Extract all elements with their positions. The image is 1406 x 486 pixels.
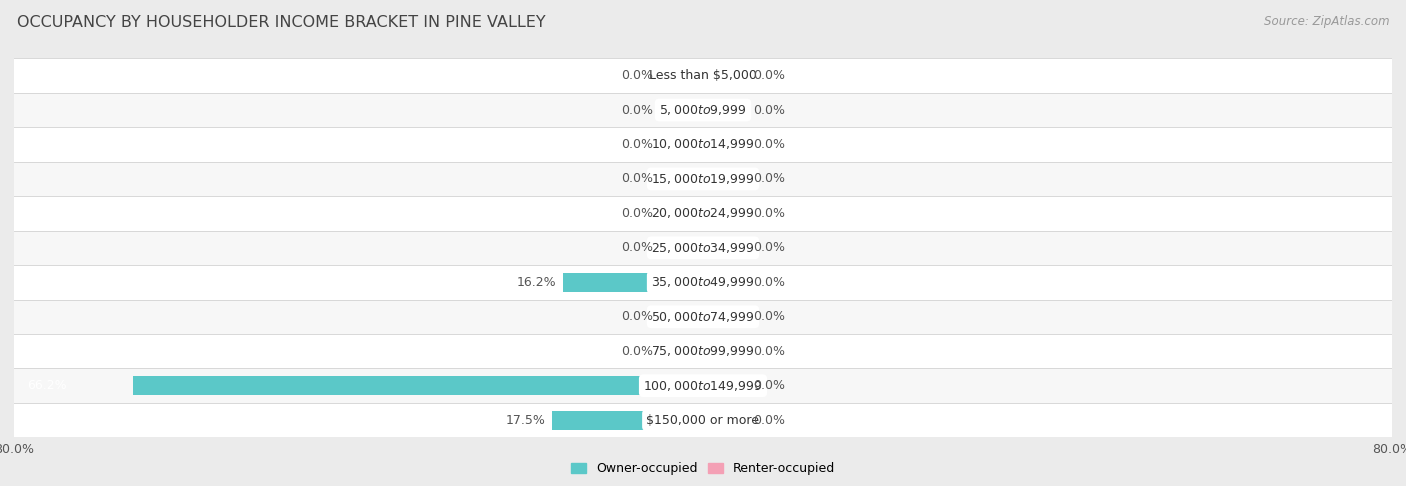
Bar	[703, 101, 747, 120]
Text: 0.0%: 0.0%	[754, 69, 785, 82]
Bar	[659, 342, 703, 361]
Text: 0.0%: 0.0%	[754, 173, 785, 186]
Text: Source: ZipAtlas.com: Source: ZipAtlas.com	[1264, 15, 1389, 28]
Text: 66.2%: 66.2%	[27, 379, 66, 392]
Bar	[659, 204, 703, 223]
Bar	[703, 66, 747, 85]
Bar	[564, 273, 703, 292]
Text: 0.0%: 0.0%	[754, 276, 785, 289]
Bar	[659, 101, 703, 120]
Text: $15,000 to $19,999: $15,000 to $19,999	[651, 172, 755, 186]
Bar	[703, 307, 747, 326]
Text: 0.0%: 0.0%	[754, 379, 785, 392]
Text: $75,000 to $99,999: $75,000 to $99,999	[651, 344, 755, 358]
Bar	[703, 135, 747, 154]
Text: $20,000 to $24,999: $20,000 to $24,999	[651, 207, 755, 220]
FancyBboxPatch shape	[14, 299, 1392, 334]
Bar	[703, 376, 747, 395]
Text: 0.0%: 0.0%	[754, 414, 785, 427]
Text: 0.0%: 0.0%	[621, 173, 652, 186]
Bar	[703, 204, 747, 223]
Text: $50,000 to $74,999: $50,000 to $74,999	[651, 310, 755, 324]
Text: 0.0%: 0.0%	[621, 310, 652, 323]
Bar	[703, 342, 747, 361]
Bar	[659, 307, 703, 326]
Bar	[703, 170, 747, 189]
Bar	[659, 170, 703, 189]
Bar	[703, 411, 747, 430]
FancyBboxPatch shape	[14, 196, 1392, 231]
Text: 0.0%: 0.0%	[621, 69, 652, 82]
Text: 0.0%: 0.0%	[621, 104, 652, 117]
Text: Less than $5,000: Less than $5,000	[650, 69, 756, 82]
Text: 0.0%: 0.0%	[754, 207, 785, 220]
Text: 0.0%: 0.0%	[754, 138, 785, 151]
Bar	[659, 239, 703, 258]
Text: $150,000 or more: $150,000 or more	[647, 414, 759, 427]
Bar	[703, 239, 747, 258]
Text: 0.0%: 0.0%	[621, 207, 652, 220]
Text: 0.0%: 0.0%	[754, 242, 785, 254]
Text: 0.0%: 0.0%	[754, 104, 785, 117]
Bar	[703, 273, 747, 292]
Text: 0.0%: 0.0%	[621, 242, 652, 254]
Bar	[659, 135, 703, 154]
Text: $35,000 to $49,999: $35,000 to $49,999	[651, 276, 755, 289]
FancyBboxPatch shape	[14, 127, 1392, 162]
Text: $5,000 to $9,999: $5,000 to $9,999	[659, 103, 747, 117]
FancyBboxPatch shape	[14, 162, 1392, 196]
FancyBboxPatch shape	[14, 58, 1392, 93]
FancyBboxPatch shape	[14, 368, 1392, 403]
Text: $10,000 to $14,999: $10,000 to $14,999	[651, 138, 755, 152]
Bar	[553, 411, 703, 430]
FancyBboxPatch shape	[14, 403, 1392, 437]
Text: 0.0%: 0.0%	[754, 310, 785, 323]
Text: 0.0%: 0.0%	[621, 138, 652, 151]
Bar	[659, 66, 703, 85]
Legend: Owner-occupied, Renter-occupied: Owner-occupied, Renter-occupied	[567, 457, 839, 481]
Bar	[134, 376, 703, 395]
FancyBboxPatch shape	[14, 334, 1392, 368]
Text: OCCUPANCY BY HOUSEHOLDER INCOME BRACKET IN PINE VALLEY: OCCUPANCY BY HOUSEHOLDER INCOME BRACKET …	[17, 15, 546, 30]
Text: $25,000 to $34,999: $25,000 to $34,999	[651, 241, 755, 255]
Text: 0.0%: 0.0%	[754, 345, 785, 358]
Text: $100,000 to $149,999: $100,000 to $149,999	[644, 379, 762, 393]
Text: 0.0%: 0.0%	[621, 345, 652, 358]
FancyBboxPatch shape	[14, 93, 1392, 127]
Text: 16.2%: 16.2%	[517, 276, 557, 289]
FancyBboxPatch shape	[14, 231, 1392, 265]
Text: 17.5%: 17.5%	[506, 414, 546, 427]
FancyBboxPatch shape	[14, 265, 1392, 299]
